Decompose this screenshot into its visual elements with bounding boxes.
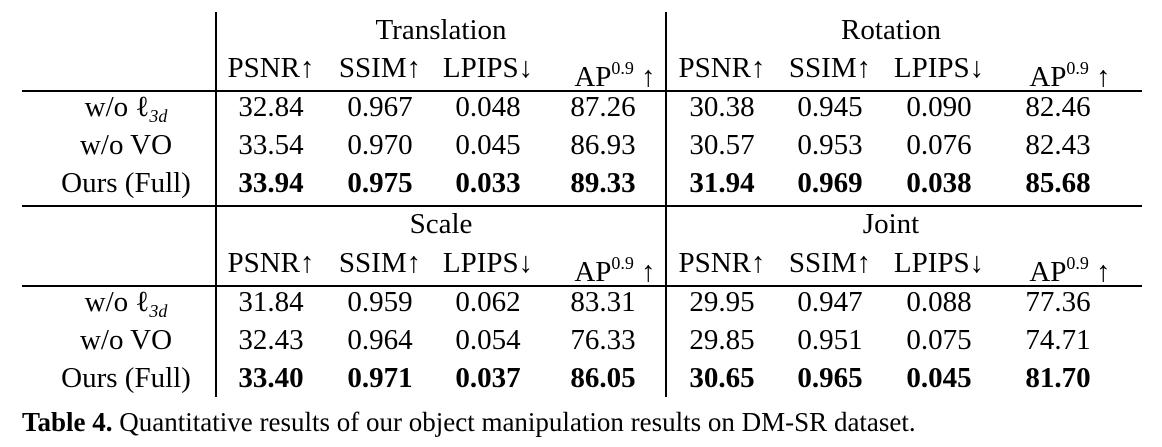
- top-cell: 32.84: [238, 91, 304, 123]
- top-cell: 33.54: [238, 129, 304, 161]
- bottom-ssim-header: SSIM↑: [788, 247, 872, 279]
- top-cell: 0.969: [797, 167, 863, 199]
- ap-arrow: ↑: [1088, 61, 1111, 93]
- bottom-cell: 0.971: [347, 362, 413, 394]
- top-cell: 0.090: [906, 91, 972, 123]
- bottom-cell: 31.84: [238, 286, 304, 318]
- bottom-cell: 32.43: [238, 324, 304, 356]
- top-cell: 0.945: [797, 91, 863, 123]
- ablation-subscript: 3d: [149, 106, 168, 126]
- top-cell: 82.43: [1025, 129, 1091, 161]
- ablation-label: w/o ℓ: [84, 286, 150, 318]
- top-cell: 31.94: [689, 167, 755, 199]
- ablation-subscript: 3d: [149, 301, 168, 321]
- ablation-label: w/o ℓ: [84, 91, 150, 123]
- bottom-cell: 0.965: [797, 362, 863, 394]
- bottom-cell: 0.054: [455, 324, 521, 356]
- ap-arrow: ↑: [1088, 256, 1111, 288]
- top-cell: 0.033: [455, 167, 521, 199]
- group-header-translation: Translation: [375, 14, 507, 46]
- table-caption: Table 4. Quantitative results of our obj…: [22, 405, 916, 439]
- bottom-cell: 0.947: [797, 286, 863, 318]
- top-cell: 0.076: [906, 129, 972, 161]
- top-cell: 0.048: [455, 91, 521, 123]
- top-cell: 86.93: [570, 129, 636, 161]
- ap-label: AP: [574, 256, 612, 288]
- bottom-cell: 0.959: [347, 286, 413, 318]
- bottom-cell: 30.65: [689, 362, 755, 394]
- bottom-cell: 0.045: [906, 362, 972, 394]
- top-cell: 0.967: [347, 91, 413, 123]
- bottom-cell: 33.40: [238, 362, 304, 394]
- bottom-cell: 74.71: [1025, 324, 1091, 356]
- bottom-cell: 0.088: [906, 286, 972, 318]
- bottom-cell: 0.062: [455, 286, 521, 318]
- top-cell: 0.975: [347, 167, 413, 199]
- bottom-cell: 76.33: [570, 324, 636, 356]
- top-psnr-header: PSNR↑: [227, 52, 315, 84]
- bottom-cell: 0.951: [797, 324, 863, 356]
- top-cell: 0.045: [455, 129, 521, 161]
- bottom-cell: 29.95: [689, 286, 755, 318]
- ap-arrow: ↑: [633, 256, 656, 288]
- ap-superscript: 0.9: [1066, 253, 1089, 273]
- ap-label: AP: [1029, 256, 1067, 288]
- bottom-ap-header: AP0.9 ↑: [1029, 245, 1110, 290]
- top-cell: 85.68: [1025, 167, 1091, 199]
- ap-superscript: 0.9: [1066, 58, 1089, 78]
- caption-text: Quantitative results of our object manip…: [112, 407, 916, 437]
- top-cell: 0.953: [797, 129, 863, 161]
- bottom-cell: 0.964: [347, 324, 413, 356]
- caption-label: Table 4.: [22, 407, 113, 437]
- bottom-lpips-header: LPIPS↓: [442, 247, 534, 279]
- top-cell: 30.38: [689, 91, 755, 123]
- bottom-ap-header: AP0.9 ↑: [574, 245, 655, 290]
- top-psnr-header: PSNR↑: [678, 52, 766, 84]
- bottom-cell: 83.31: [570, 286, 636, 318]
- ap-label: AP: [574, 61, 612, 93]
- bottom-cell: 77.36: [1025, 286, 1091, 318]
- bottom-psnr-header: PSNR↑: [227, 247, 315, 279]
- vertical-rule-left: [215, 12, 217, 397]
- top-lpips-header: LPIPS↓: [442, 52, 534, 84]
- top-3-row-label: Ours (Full): [61, 167, 191, 199]
- top-ssim-header: SSIM↑: [788, 52, 872, 84]
- top-1-row-label: w/o ℓ3d: [85, 89, 168, 134]
- bottom-cell: 81.70: [1025, 362, 1091, 394]
- bottom-3-row-label: Ours (Full): [61, 362, 191, 394]
- vertical-rule-middle: [665, 12, 667, 397]
- ap-superscript: 0.9: [611, 253, 634, 273]
- top-cell: 33.94: [238, 167, 304, 199]
- group-header-joint: Joint: [862, 208, 920, 240]
- top-cell: 30.57: [689, 129, 755, 161]
- bottom-cell: 0.037: [455, 362, 521, 394]
- top-ap-header: AP0.9 ↑: [1029, 50, 1110, 95]
- horizontal-rule-bottom-header: [22, 285, 1142, 287]
- ap-superscript: 0.9: [611, 58, 634, 78]
- top-lpips-header: LPIPS↓: [893, 52, 985, 84]
- bottom-cell: 0.075: [906, 324, 972, 356]
- horizontal-rule-middle: [22, 205, 1142, 207]
- top-cell: 0.038: [906, 167, 972, 199]
- bottom-2-row-label: w/o VO: [79, 324, 173, 356]
- bottom-ssim-header: SSIM↑: [338, 247, 422, 279]
- top-2-row-label: w/o VO: [79, 129, 173, 161]
- bottom-1-row-label: w/o ℓ3d: [85, 284, 168, 329]
- top-cell: 87.26: [570, 91, 636, 123]
- ap-label: AP: [1029, 61, 1067, 93]
- top-cell: 89.33: [570, 167, 636, 199]
- ap-arrow: ↑: [633, 61, 656, 93]
- top-cell: 82.46: [1025, 91, 1091, 123]
- bottom-cell: 86.05: [570, 362, 636, 394]
- top-ap-header: AP0.9 ↑: [574, 50, 655, 95]
- top-cell: 0.970: [347, 129, 413, 161]
- bottom-psnr-header: PSNR↑: [678, 247, 766, 279]
- bottom-lpips-header: LPIPS↓: [893, 247, 985, 279]
- horizontal-rule-top-header: [22, 90, 1142, 92]
- top-ssim-header: SSIM↑: [338, 52, 422, 84]
- group-header-rotation: Rotation: [841, 14, 941, 46]
- group-header-scale: Scale: [409, 208, 473, 240]
- bottom-cell: 29.85: [689, 324, 755, 356]
